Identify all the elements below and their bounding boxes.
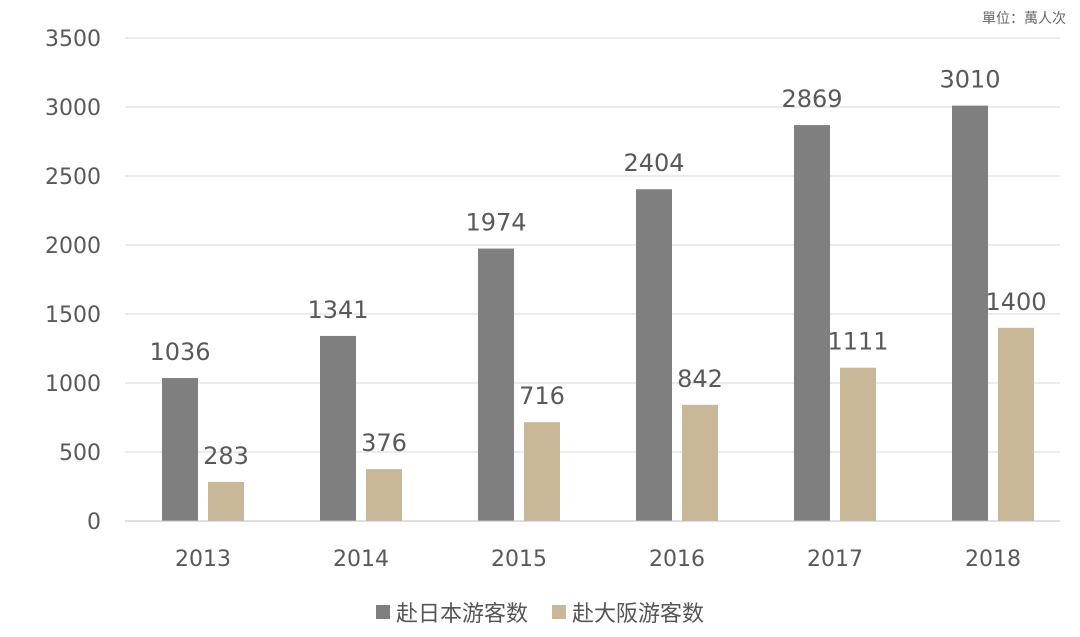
value-label-osaka: 716 (519, 382, 565, 410)
value-label-osaka: 1111 (827, 328, 888, 356)
bar-osaka (840, 367, 876, 521)
bar-japan (162, 378, 198, 521)
y-tick-label: 500 (59, 441, 101, 466)
y-tick-label: 1500 (45, 303, 101, 328)
bar-japan (636, 189, 672, 522)
bar-japan (952, 105, 988, 522)
bar-japan (794, 125, 830, 521)
x-tick-label: 2013 (175, 547, 231, 572)
value-label-osaka: 283 (203, 442, 249, 470)
bar-osaka (682, 404, 718, 521)
value-label-japan: 2404 (623, 149, 684, 177)
bar-osaka (208, 481, 244, 521)
value-label-osaka: 842 (677, 365, 723, 393)
legend-label-japan: 赴日本游客数 (395, 602, 528, 627)
bar-japan (478, 248, 514, 521)
value-label-japan: 1974 (465, 209, 526, 237)
y-tick-label: 2500 (45, 165, 101, 190)
value-label-japan: 1341 (307, 296, 368, 324)
bar-japan (320, 335, 356, 521)
y-tick-label: 1000 (45, 372, 101, 397)
bar-osaka (524, 422, 560, 521)
unit-label: 單位：萬人次 (982, 11, 1066, 27)
y-tick-label: 3500 (45, 27, 101, 52)
bar-osaka (998, 327, 1034, 521)
legend-swatch-osaka (552, 605, 566, 619)
legend-item-osaka: 赴大阪游客数 (552, 596, 704, 628)
value-label-japan: 3010 (939, 66, 1000, 94)
value-label-japan: 1036 (149, 338, 210, 366)
value-label-osaka: 376 (361, 429, 407, 457)
x-tick-label: 2015 (491, 547, 547, 572)
x-tick-label: 2014 (333, 547, 389, 572)
legend-swatch-japan (375, 605, 390, 619)
x-tick-label: 2017 (807, 547, 863, 572)
legend-item-japan: 赴日本游客数 (375, 596, 528, 628)
y-tick-label: 0 (87, 510, 101, 535)
x-tick-label: 2018 (965, 547, 1021, 572)
legend: 赴日本游客数 赴大阪游客数 (0, 596, 1080, 628)
x-tick-label: 2016 (649, 547, 705, 572)
value-label-osaka: 1400 (985, 288, 1046, 316)
legend-label-osaka: 赴大阪游客数 (572, 602, 705, 627)
bar-osaka (366, 469, 402, 521)
y-tick-label: 3000 (45, 96, 101, 121)
value-label-japan: 2869 (781, 85, 842, 113)
y-tick-label: 2000 (45, 234, 101, 259)
